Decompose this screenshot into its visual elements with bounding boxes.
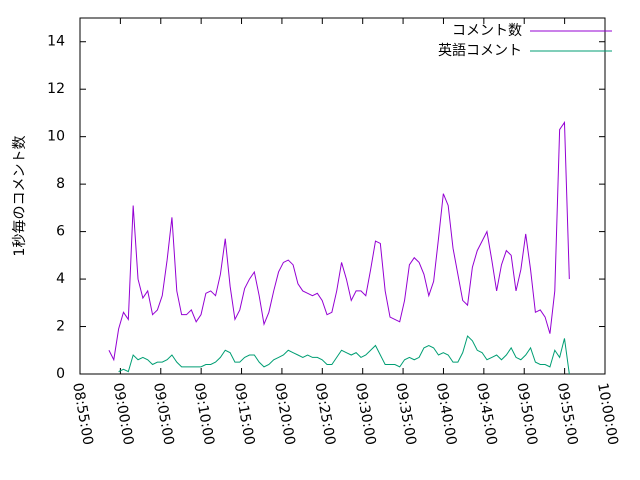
x-tick-label: 09:00:00 xyxy=(110,382,137,447)
x-tick-label: 09:30:00 xyxy=(352,382,379,447)
x-tick-label: 09:40:00 xyxy=(433,382,460,447)
y-tick-label: 2 xyxy=(56,319,65,335)
y-axis-label: 1秒毎のコメント数 xyxy=(12,136,28,257)
y-tick-label: 8 xyxy=(56,176,65,192)
x-tick-label: 09:55:00 xyxy=(554,382,581,447)
series-line xyxy=(108,120,570,362)
x-tick-label: 09:10:00 xyxy=(190,382,217,447)
x-tick-label: 09:15:00 xyxy=(231,382,258,447)
legend-label: 英語コメント xyxy=(438,42,522,59)
series-line xyxy=(118,335,570,375)
x-tick-label: 09:20:00 xyxy=(271,382,298,447)
y-tick-label: 14 xyxy=(47,34,65,50)
x-tick-label: 09:05:00 xyxy=(150,382,177,447)
legend-label: コメント数 xyxy=(452,23,522,39)
x-tick-label: 10:00:00 xyxy=(594,382,621,447)
x-tick-label: 09:35:00 xyxy=(392,382,419,447)
x-tick-label: 09:25:00 xyxy=(311,382,338,447)
x-tick-label: 09:50:00 xyxy=(513,382,540,447)
x-tick-label: 09:45:00 xyxy=(473,382,500,447)
x-tick-label: 08:55:00 xyxy=(69,382,96,447)
y-tick-label: 12 xyxy=(47,81,65,97)
y-tick-label: 4 xyxy=(56,271,65,287)
y-tick-label: 6 xyxy=(56,224,65,240)
y-tick-label: 10 xyxy=(47,129,65,145)
y-tick-label: 0 xyxy=(56,366,65,382)
plot-frame xyxy=(79,17,606,375)
